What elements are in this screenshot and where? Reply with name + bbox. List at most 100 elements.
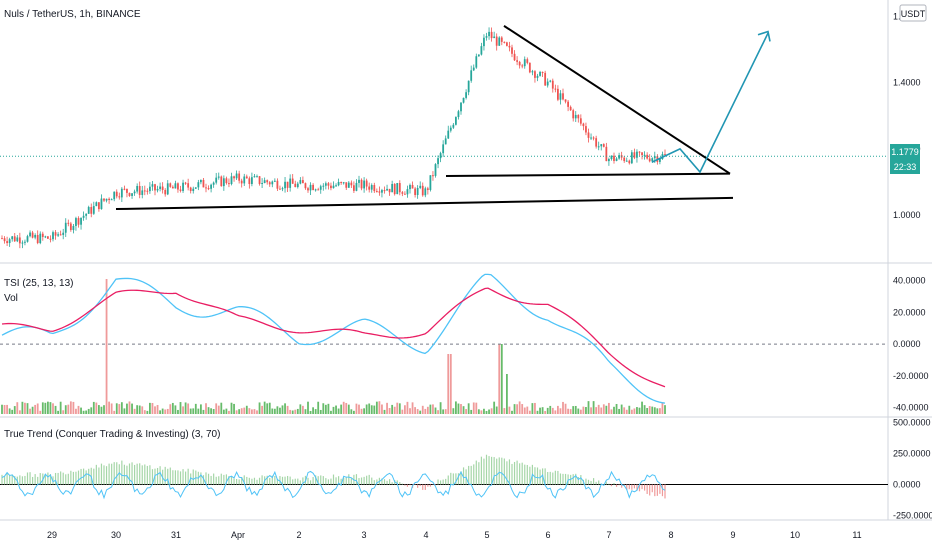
volume-bar bbox=[333, 407, 335, 414]
volume-bar bbox=[29, 409, 31, 414]
candle-body bbox=[118, 196, 120, 197]
candle-body bbox=[646, 155, 648, 159]
volume-bar bbox=[218, 406, 220, 414]
candle-body bbox=[335, 185, 337, 186]
candle-body bbox=[333, 186, 335, 188]
candle-body bbox=[248, 178, 250, 184]
time-tick-label: Apr bbox=[231, 530, 245, 540]
volume-bar bbox=[539, 408, 541, 414]
candle-body bbox=[396, 183, 398, 194]
volume-bar bbox=[37, 403, 39, 414]
volume-bar bbox=[274, 409, 276, 414]
candle-body bbox=[488, 32, 490, 36]
candle-body bbox=[80, 218, 82, 225]
volume-bar bbox=[322, 403, 324, 414]
candle-body bbox=[542, 72, 544, 73]
volume-bar bbox=[78, 406, 80, 414]
volume-bar bbox=[210, 408, 212, 414]
volume-bar bbox=[644, 405, 646, 414]
currency-badge[interactable]: USDT bbox=[901, 9, 926, 19]
candle-body bbox=[305, 183, 307, 188]
volume-bar bbox=[641, 402, 643, 414]
volume-bar bbox=[618, 409, 620, 414]
volume-bar bbox=[292, 410, 294, 414]
candle-body bbox=[126, 189, 128, 193]
volume-bar bbox=[266, 403, 268, 414]
candle-body bbox=[218, 177, 220, 178]
volume-bar bbox=[598, 405, 600, 414]
time-tick-label: 11 bbox=[852, 530, 861, 540]
volume-bar bbox=[11, 410, 13, 414]
volume-bar bbox=[44, 403, 46, 414]
volume-bar bbox=[662, 402, 664, 414]
time-tick-label: 5 bbox=[484, 530, 489, 540]
volume-bar bbox=[129, 401, 131, 414]
volume-bar bbox=[65, 405, 67, 414]
volume-bar bbox=[412, 402, 414, 414]
volume-bar bbox=[302, 406, 304, 414]
volume-bar bbox=[243, 408, 245, 414]
volume-bar bbox=[27, 403, 29, 414]
candle-body bbox=[588, 132, 590, 137]
candle-body bbox=[503, 42, 505, 43]
volume-bar bbox=[52, 403, 54, 414]
volume-bar bbox=[391, 405, 393, 414]
volume-bar bbox=[317, 402, 319, 414]
candle-body bbox=[164, 190, 166, 194]
volume-bar bbox=[90, 407, 92, 414]
candle-body bbox=[399, 183, 401, 192]
volume-bar bbox=[24, 403, 26, 414]
tsi-tick-label: 0.0000 bbox=[893, 339, 921, 349]
candle-body bbox=[616, 159, 618, 161]
volume-bar bbox=[396, 403, 398, 414]
volume-bar bbox=[603, 404, 605, 414]
trend-title[interactable]: True Trend (Conquer Trading & Investing)… bbox=[4, 429, 220, 440]
candle-body bbox=[246, 177, 248, 179]
volume-bar bbox=[356, 404, 358, 414]
volume-bar bbox=[180, 402, 182, 414]
candle-body bbox=[154, 184, 156, 190]
candle-body bbox=[9, 239, 11, 243]
volume-bar bbox=[626, 410, 628, 414]
candle-body bbox=[75, 218, 77, 226]
symbol-title[interactable]: Nuls / TetherUS, 1h, BINANCE bbox=[4, 9, 141, 20]
volume-bar bbox=[325, 405, 327, 414]
volume-bar bbox=[6, 405, 8, 414]
time-tick-label: 31 bbox=[171, 530, 181, 540]
volume-bar bbox=[399, 403, 401, 414]
candle-body bbox=[325, 183, 327, 185]
volume-bar bbox=[192, 408, 194, 414]
volume-bar bbox=[246, 406, 248, 414]
tsi-title[interactable]: TSI (25, 13, 13) bbox=[4, 278, 73, 289]
candle-body bbox=[289, 179, 291, 188]
candle-body bbox=[195, 187, 197, 188]
volume-bar bbox=[34, 405, 36, 414]
candle-body bbox=[62, 233, 64, 235]
candle-body bbox=[460, 103, 462, 112]
volume-bar bbox=[422, 406, 424, 414]
volume-bar bbox=[542, 407, 544, 414]
volume-bar bbox=[340, 405, 342, 414]
volume-title[interactable]: Vol bbox=[4, 293, 18, 304]
candle-body bbox=[299, 180, 301, 184]
candle-body bbox=[547, 82, 549, 86]
volume-bar bbox=[282, 405, 284, 414]
volume-bar bbox=[552, 408, 554, 414]
time-tick-label: 10 bbox=[790, 530, 800, 540]
candle-body bbox=[465, 92, 467, 98]
volume-bar bbox=[634, 408, 636, 414]
candle-body bbox=[529, 63, 531, 72]
volume-bar bbox=[312, 407, 314, 414]
volume-bar bbox=[208, 407, 210, 414]
volume-bar bbox=[152, 403, 154, 414]
candle-body bbox=[159, 187, 161, 189]
candle-body bbox=[338, 182, 340, 185]
candle-body bbox=[139, 186, 141, 195]
candle-body bbox=[231, 176, 233, 184]
volume-bar bbox=[320, 410, 322, 414]
volume-bar bbox=[519, 401, 521, 414]
volume-bar bbox=[50, 402, 52, 414]
candle-body bbox=[294, 184, 296, 187]
candle-body bbox=[483, 38, 485, 46]
trend-tick-label: 250.0000 bbox=[893, 448, 931, 458]
